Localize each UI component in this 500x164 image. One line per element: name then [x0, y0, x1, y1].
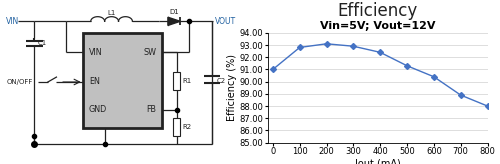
Text: EN: EN	[89, 78, 100, 86]
Text: VIN: VIN	[89, 48, 102, 57]
Text: R1: R1	[182, 78, 191, 84]
Title: Vin=5V; Vout=12V: Vin=5V; Vout=12V	[320, 21, 435, 31]
Bar	[173, 118, 180, 136]
Bar	[84, 33, 162, 128]
Text: C2: C2	[216, 78, 226, 84]
Text: SW: SW	[144, 48, 156, 57]
Text: GND: GND	[89, 105, 107, 114]
X-axis label: Iout (mA): Iout (mA)	[354, 159, 401, 164]
Text: C1: C1	[38, 40, 48, 46]
Text: L1: L1	[108, 10, 116, 16]
Text: R2: R2	[182, 124, 191, 130]
Text: VOUT: VOUT	[214, 17, 236, 26]
Text: ON/OFF: ON/OFF	[6, 79, 32, 85]
Bar	[173, 72, 180, 90]
Y-axis label: Efficiency (%): Efficiency (%)	[226, 54, 236, 121]
Polygon shape	[168, 17, 180, 25]
Text: FB: FB	[146, 105, 156, 114]
Text: Efficiency: Efficiency	[338, 2, 417, 20]
Text: D1: D1	[169, 10, 179, 15]
Text: VIN: VIN	[6, 17, 20, 26]
